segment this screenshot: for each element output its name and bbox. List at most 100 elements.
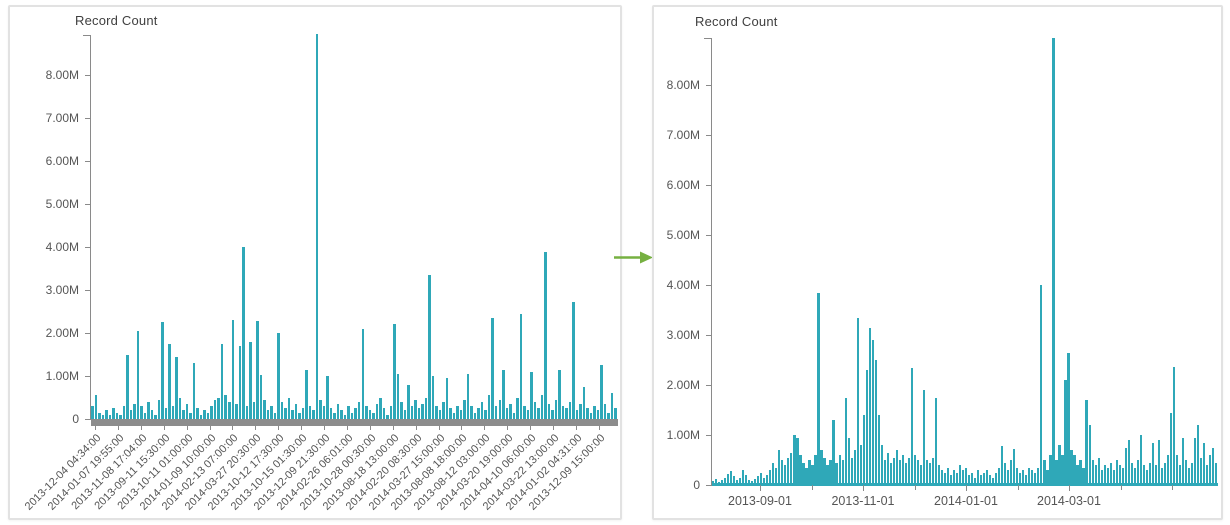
bar[interactable] <box>736 480 739 485</box>
bar[interactable] <box>593 406 596 419</box>
bar[interactable] <box>1181 437 1185 485</box>
bar[interactable] <box>766 475 769 485</box>
bar[interactable] <box>484 410 487 419</box>
bar[interactable] <box>1106 467 1109 485</box>
bar[interactable] <box>968 475 971 485</box>
bar[interactable] <box>1064 380 1067 485</box>
bar[interactable] <box>1172 366 1176 485</box>
bar[interactable] <box>805 467 808 485</box>
bar[interactable] <box>784 465 787 485</box>
bar[interactable] <box>778 450 781 485</box>
bar[interactable] <box>361 328 364 419</box>
bar[interactable] <box>859 445 862 485</box>
bar[interactable] <box>989 475 992 485</box>
bar[interactable] <box>277 333 280 419</box>
bar[interactable] <box>1094 465 1097 485</box>
bar[interactable] <box>551 410 554 419</box>
bar[interactable] <box>136 330 140 419</box>
bar[interactable] <box>224 395 227 419</box>
bar[interactable] <box>1061 455 1064 485</box>
bar[interactable] <box>980 475 983 485</box>
bar[interactable] <box>775 467 778 485</box>
bar[interactable] <box>787 457 790 485</box>
bar[interactable] <box>431 376 435 419</box>
bar[interactable] <box>889 462 892 485</box>
bar[interactable] <box>449 408 452 419</box>
bar[interactable] <box>480 401 484 419</box>
bar[interactable] <box>410 406 414 419</box>
bar[interactable] <box>129 410 133 419</box>
bar[interactable] <box>1088 425 1091 485</box>
bar[interactable] <box>745 475 748 485</box>
bar[interactable] <box>1079 460 1082 485</box>
bar[interactable] <box>853 450 856 485</box>
bar[interactable] <box>428 274 431 419</box>
bar[interactable] <box>533 401 537 419</box>
bar[interactable] <box>958 465 962 485</box>
bar[interactable] <box>928 462 932 485</box>
bar[interactable] <box>301 408 305 419</box>
bar[interactable] <box>308 406 312 419</box>
bar[interactable] <box>949 475 953 485</box>
bar[interactable] <box>403 410 407 419</box>
bar[interactable] <box>1136 460 1139 485</box>
bar[interactable] <box>498 399 501 419</box>
bar[interactable] <box>161 322 164 419</box>
bar[interactable] <box>907 457 910 485</box>
bar[interactable] <box>1034 472 1037 485</box>
bar[interactable] <box>826 465 829 485</box>
bar[interactable] <box>811 465 814 485</box>
bar[interactable] <box>196 408 199 419</box>
bar[interactable] <box>1007 470 1010 485</box>
bar[interactable] <box>589 412 593 419</box>
bar[interactable] <box>435 406 438 419</box>
bar[interactable] <box>336 403 340 419</box>
bar[interactable] <box>417 408 421 419</box>
bar[interactable] <box>886 452 889 485</box>
bar[interactable] <box>977 470 980 485</box>
bar[interactable] <box>382 408 386 419</box>
bar[interactable] <box>1004 462 1007 485</box>
bar[interactable] <box>817 292 820 485</box>
bar[interactable] <box>883 460 886 485</box>
bar[interactable] <box>438 410 442 419</box>
bar[interactable] <box>757 476 760 485</box>
bar[interactable] <box>769 470 772 485</box>
bar[interactable] <box>185 403 189 419</box>
bar[interactable] <box>1157 440 1160 485</box>
bar[interactable] <box>856 317 859 485</box>
bar[interactable] <box>823 457 826 485</box>
bar[interactable] <box>407 384 410 419</box>
bar[interactable] <box>983 472 986 485</box>
bar[interactable] <box>537 408 540 419</box>
bar[interactable] <box>1091 460 1094 485</box>
bar[interactable] <box>1193 437 1197 485</box>
bar[interactable] <box>971 472 974 485</box>
bar[interactable] <box>974 477 977 485</box>
bar[interactable] <box>343 414 347 419</box>
bar[interactable] <box>140 406 143 419</box>
bar[interactable] <box>270 406 273 419</box>
bar[interactable] <box>898 460 901 485</box>
bar[interactable] <box>389 406 393 419</box>
bar[interactable] <box>354 408 357 419</box>
bar[interactable] <box>1202 442 1206 485</box>
bar[interactable] <box>1028 467 1031 485</box>
bar[interactable] <box>1067 352 1070 485</box>
bar[interactable] <box>1211 447 1215 485</box>
bar[interactable] <box>733 476 736 485</box>
bar[interactable] <box>213 399 217 419</box>
bar[interactable] <box>126 354 129 419</box>
bar[interactable] <box>1082 467 1085 485</box>
bar[interactable] <box>781 460 784 485</box>
bar[interactable] <box>98 412 101 419</box>
bar[interactable] <box>1070 450 1073 485</box>
bar[interactable] <box>832 420 835 485</box>
bar[interactable] <box>808 460 811 485</box>
bar[interactable] <box>206 412 210 419</box>
bar[interactable] <box>217 397 220 419</box>
bar[interactable] <box>178 397 182 419</box>
bar[interactable] <box>502 369 505 419</box>
bar[interactable] <box>1037 467 1040 485</box>
bar[interactable] <box>456 406 459 419</box>
